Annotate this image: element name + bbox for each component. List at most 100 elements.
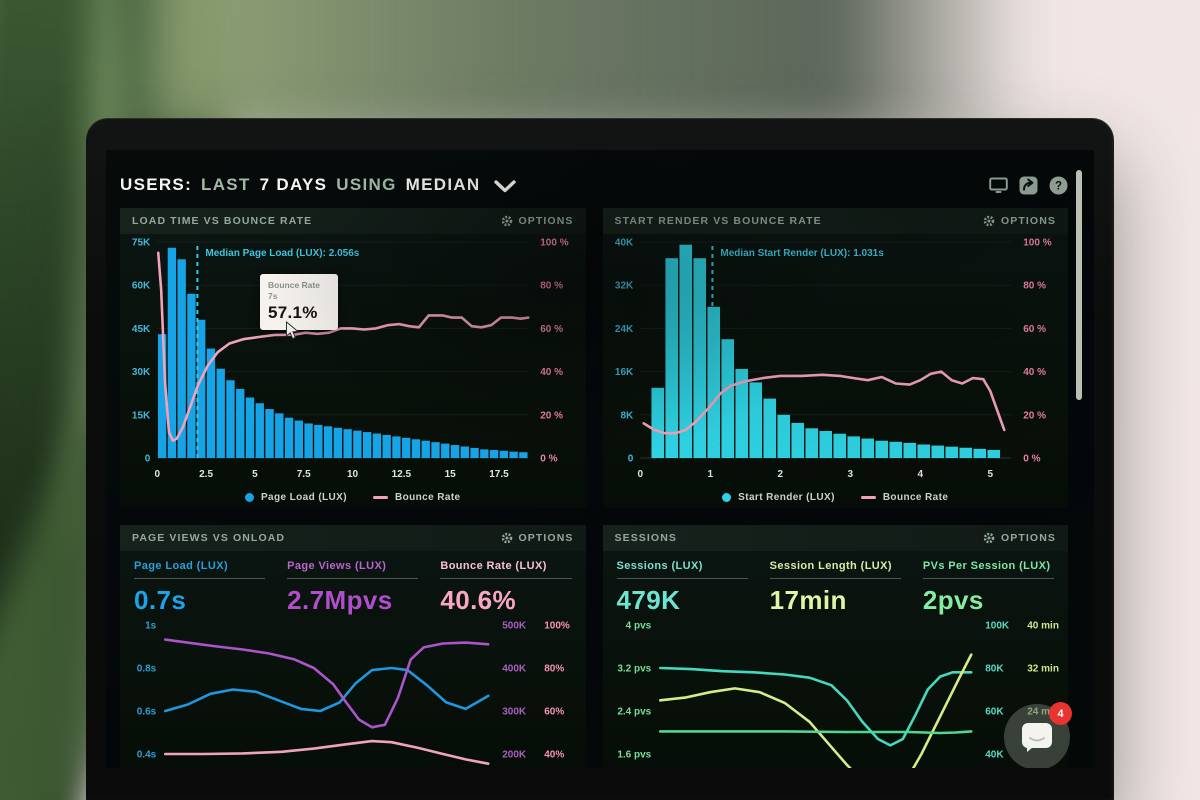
metric: Page Load (LUX) 0.7s bbox=[134, 560, 266, 615]
legend-label: Page Load (LUX) bbox=[260, 491, 347, 503]
svg-text:10: 10 bbox=[347, 469, 359, 480]
svg-text:0: 0 bbox=[637, 469, 643, 480]
title-part: USING bbox=[336, 175, 397, 194]
display-icon[interactable] bbox=[989, 176, 1008, 195]
svg-text:0.8s: 0.8s bbox=[137, 664, 157, 675]
svg-text:0: 0 bbox=[145, 454, 151, 465]
panel-start-render-vs-bounce-rate: START RENDER VS BOUNCE RATE OPTIONS 40K 1… bbox=[602, 208, 1069, 508]
svg-text:80 %: 80 % bbox=[1023, 281, 1046, 292]
bounce-rate-line bbox=[156, 251, 530, 442]
svg-text:16K: 16K bbox=[614, 367, 633, 378]
legend-dot-swatch bbox=[722, 492, 732, 502]
svg-text:40%: 40% bbox=[544, 750, 564, 761]
metric-label: Page Views (LUX) bbox=[287, 560, 387, 572]
options-button[interactable]: OPTIONS bbox=[501, 532, 574, 544]
metric-label: Sessions (LUX) bbox=[616, 560, 703, 572]
svg-text:60%: 60% bbox=[544, 707, 564, 718]
metric-label: Page Load (LUX) bbox=[134, 560, 229, 572]
sessions-trend-chart[interactable]: 4 pvs 100K 40 min 3.2 pvs 80K 32 min 2.4 pvs 60… bbox=[603, 615, 1069, 768]
help-icon[interactable]: ? bbox=[1049, 176, 1068, 195]
trend-line bbox=[658, 666, 973, 747]
svg-text:3.2 pvs: 3.2 pvs bbox=[617, 664, 651, 675]
trend-svg: 1s 500K 100% 0.8s 400K 80% 0.6s 300K 60% 0.4s 200K… bbox=[137, 621, 570, 765]
page-views-trend-chart[interactable]: 1s 500K 100% 0.8s 400K 80% 0.6s 300K 60% 0.4s 200K… bbox=[120, 615, 586, 768]
legend-item: Bounce Rate bbox=[372, 492, 461, 503]
chat-launcher-button[interactable]: 4 bbox=[1004, 702, 1072, 768]
svg-text:60 %: 60 % bbox=[540, 324, 563, 335]
chart-legend: Start Render (LUX) Bounce Rate bbox=[603, 486, 1069, 508]
panel-title: SESSIONS bbox=[614, 532, 677, 544]
svg-text:2.5: 2.5 bbox=[199, 469, 213, 480]
svg-text:2.4 pvs: 2.4 pvs bbox=[617, 707, 651, 718]
options-button[interactable]: OPTIONS bbox=[983, 215, 1056, 227]
metric-value: 17min bbox=[769, 585, 847, 615]
legend-line-swatch bbox=[372, 495, 388, 499]
svg-text:4 pvs: 4 pvs bbox=[625, 621, 651, 632]
svg-text:30K: 30K bbox=[132, 367, 151, 378]
metric: Sessions (LUX) 479K bbox=[616, 560, 748, 615]
share-icon[interactable] bbox=[1019, 176, 1038, 195]
options-label: OPTIONS bbox=[1001, 532, 1056, 544]
title-part: 7 DAYS bbox=[259, 175, 328, 194]
svg-text:2: 2 bbox=[777, 469, 783, 480]
metric-value: 2pvs bbox=[922, 585, 984, 615]
title-part: MEDIAN bbox=[405, 175, 481, 194]
svg-text:15: 15 bbox=[445, 469, 457, 480]
svg-text:200K: 200K bbox=[502, 750, 527, 761]
metric: PVs Per Session (LUX) 2pvs bbox=[922, 560, 1055, 615]
options-button[interactable]: OPTIONS bbox=[501, 215, 574, 227]
svg-text:Median Page Load (LUX): 2.056s: Median Page Load (LUX): 2.056s bbox=[205, 248, 359, 259]
scrollbar-thumb[interactable] bbox=[1076, 170, 1082, 400]
load-time-histogram-chart[interactable]: 75K 100 % 60K 80 % 45K 60 % 30K 40 % 15K 20 % 0 0 %… bbox=[120, 234, 586, 486]
metric: Bounce Rate (LUX) 40.6% bbox=[440, 560, 572, 615]
dashboard-header: USERS: LAST 7 DAYS USING MEDIAN bbox=[120, 170, 1068, 200]
notification-badge: 4 bbox=[1049, 702, 1072, 725]
metric-label: Session Length (LUX) bbox=[769, 560, 892, 572]
svg-text:60K: 60K bbox=[985, 707, 1004, 718]
trend-line bbox=[163, 666, 490, 713]
svg-text:300K: 300K bbox=[502, 707, 527, 718]
svg-text:Median Start Render (LUX): 1.0: Median Start Render (LUX): 1.031s bbox=[720, 248, 884, 259]
histogram-svg: 40K 100 % 32K 80 % 24K 60 % 16K 40 % 8K 20 % 0 0 % M… bbox=[614, 238, 1051, 481]
svg-text:0: 0 bbox=[627, 454, 633, 465]
svg-text:0 %: 0 % bbox=[1023, 454, 1040, 465]
svg-text:40K: 40K bbox=[614, 238, 633, 249]
gear-icon bbox=[501, 215, 512, 227]
title-part: USERS: bbox=[120, 175, 193, 194]
chat-bubble-icon bbox=[1022, 723, 1052, 752]
legend-dot-swatch bbox=[244, 492, 254, 502]
laptop: USERS: LAST 7 DAYS USING MEDIAN bbox=[86, 118, 1114, 800]
svg-text:1: 1 bbox=[707, 469, 713, 480]
svg-text:100 %: 100 % bbox=[540, 238, 568, 249]
svg-text:1s: 1s bbox=[145, 621, 157, 632]
metric-divider bbox=[922, 578, 1055, 579]
trend-svg: 4 pvs 100K 40 min 3.2 pvs 80K 32 min 2.4 pvs 60… bbox=[617, 621, 1058, 768]
metric-divider bbox=[769, 578, 901, 579]
svg-text:80%: 80% bbox=[544, 664, 564, 675]
svg-text:0.6s: 0.6s bbox=[137, 707, 157, 718]
metric-divider bbox=[134, 578, 266, 579]
start-render-histogram-chart[interactable]: 40K 100 % 32K 80 % 24K 60 % 16K 40 % 8K 20 % 0 0 % M… bbox=[603, 234, 1069, 486]
svg-text:17.5: 17.5 bbox=[489, 469, 509, 480]
options-label: OPTIONS bbox=[518, 215, 574, 227]
svg-text:3: 3 bbox=[847, 469, 853, 480]
title-part: LAST bbox=[201, 175, 251, 194]
metric-divider bbox=[287, 578, 419, 579]
legend-item: Start Render (LUX) bbox=[722, 492, 835, 503]
svg-text:40 %: 40 % bbox=[540, 367, 563, 378]
bounce-rate-line bbox=[641, 370, 1006, 435]
metric-summary-row: Sessions (LUX) 479K Session Length (LUX) 17… bbox=[603, 551, 1069, 615]
panel-page-views-vs-onload: PAGE VIEWS VS ONLOAD OPTIONS Page Load (… bbox=[120, 525, 586, 768]
panel-title: PAGE VIEWS VS ONLOAD bbox=[132, 532, 286, 544]
options-button[interactable]: OPTIONS bbox=[983, 532, 1056, 544]
trend-line bbox=[658, 653, 973, 768]
trend-line bbox=[658, 730, 973, 735]
svg-text:500K: 500K bbox=[502, 621, 527, 632]
timeframe-dropdown[interactable]: USERS: LAST 7 DAYS USING MEDIAN bbox=[120, 175, 516, 195]
svg-text:100 %: 100 % bbox=[1023, 238, 1051, 249]
svg-text:4: 4 bbox=[917, 469, 923, 480]
dashboard-screen: USERS: LAST 7 DAYS USING MEDIAN bbox=[106, 150, 1094, 768]
metric-value: 40.6% bbox=[440, 585, 517, 615]
metric-value: 2.7Mpvs bbox=[287, 585, 393, 615]
